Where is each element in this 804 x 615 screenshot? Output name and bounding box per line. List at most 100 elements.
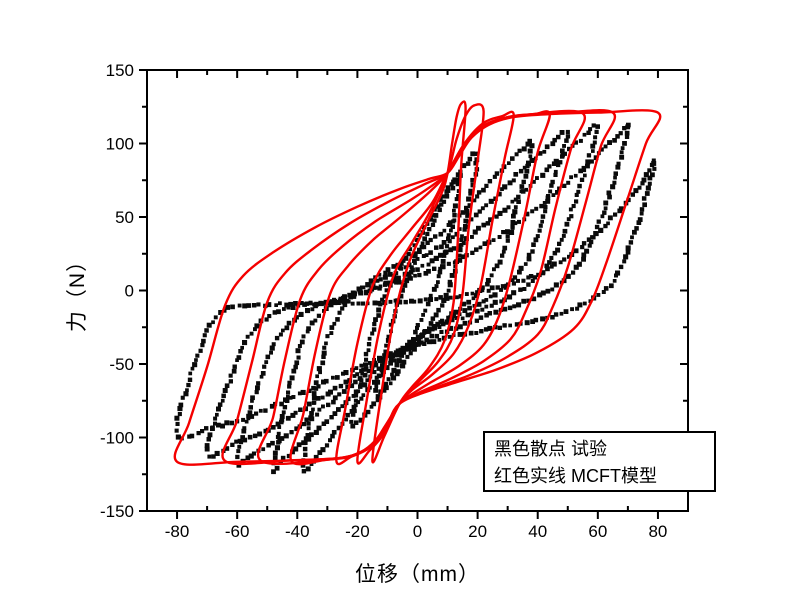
experiment-data-marker — [420, 263, 425, 268]
experiment-data-marker — [390, 372, 394, 377]
experiment-data-marker — [291, 395, 296, 399]
experiment-data-marker — [603, 286, 609, 291]
experiment-data-marker — [214, 450, 220, 456]
experiment-data-marker — [487, 311, 492, 316]
experiment-data-marker — [260, 371, 266, 376]
experiment-data-marker — [521, 278, 526, 283]
experiment-data-marker — [442, 250, 448, 255]
experiment-data-marker — [298, 311, 304, 317]
experiment-data-marker — [403, 277, 409, 282]
experiment-data-marker — [385, 267, 391, 272]
experiment-data-marker — [354, 366, 359, 370]
experiment-data-marker — [349, 409, 355, 414]
experiment-data-marker — [639, 207, 645, 212]
experiment-data-marker — [485, 278, 491, 283]
experiment-data-marker — [521, 179, 526, 185]
experiment-data-marker — [615, 164, 621, 170]
experiment-data-marker — [584, 248, 590, 254]
experiment-data-marker — [382, 294, 387, 299]
experiment-data-marker — [286, 320, 292, 326]
experiment-data-marker — [302, 302, 307, 307]
experiment-data-marker — [615, 134, 620, 139]
experiment-data-marker — [283, 433, 289, 439]
experiment-data-marker — [429, 258, 435, 264]
experiment-data-marker — [384, 343, 389, 348]
experiment-data-marker — [309, 320, 315, 326]
experiment-data-marker — [380, 368, 386, 374]
experiment-data-marker — [298, 407, 303, 412]
experiment-data-marker — [245, 455, 251, 461]
experiment-data-marker — [494, 171, 500, 176]
experiment-data-marker — [620, 146, 625, 150]
y-axis-title: 力（N） — [66, 249, 89, 333]
experiment-data-marker — [497, 191, 502, 197]
experiment-data-marker — [600, 214, 605, 219]
experiment-data-marker — [558, 160, 563, 165]
x-axis-title: 位移（mm） — [355, 563, 480, 586]
experiment-data-marker — [460, 234, 464, 239]
experiment-data-marker — [433, 312, 439, 318]
experiment-data-marker — [364, 291, 369, 296]
experiment-data-marker — [463, 218, 468, 224]
experiment-data-marker — [202, 333, 207, 338]
experiment-data-marker — [281, 328, 285, 333]
experiment-data-marker — [274, 445, 280, 451]
experiment-data-marker — [311, 391, 317, 396]
experiment-data-marker — [612, 138, 617, 143]
experiment-data-marker — [358, 417, 364, 423]
experiment-data-marker — [560, 154, 565, 159]
experiment-data-marker — [449, 228, 453, 233]
experiment-data-marker — [221, 393, 226, 399]
experiment-data-marker — [447, 279, 453, 285]
experiment-data-marker — [359, 368, 364, 374]
experiment-data-marker — [499, 299, 504, 304]
experiment-data-marker — [398, 266, 404, 271]
experiment-data-marker — [246, 416, 251, 421]
experiment-data-marker — [561, 234, 566, 238]
experiment-data-marker — [472, 229, 478, 235]
experiment-data-marker — [594, 224, 600, 230]
experiment-data-marker — [613, 175, 617, 180]
experiment-data-marker — [269, 350, 273, 355]
experiment-data-marker — [502, 207, 508, 213]
experiment-data-marker — [520, 189, 526, 194]
experiment-data-marker — [470, 291, 475, 296]
experiment-data-marker — [539, 203, 544, 209]
experiment-data-marker — [457, 324, 463, 330]
experiment-data-marker — [574, 199, 579, 204]
plot-frame — [146, 69, 689, 512]
experiment-data-marker — [457, 247, 463, 253]
experiment-data-marker — [436, 280, 440, 284]
experiment-data-marker — [253, 327, 257, 332]
experiment-data-marker — [485, 221, 491, 226]
experiment-data-marker — [433, 234, 438, 239]
experiment-data-marker — [423, 308, 428, 313]
experiment-data-marker — [550, 141, 556, 147]
experiment-data-marker — [544, 144, 550, 150]
experiment-data-marker — [560, 148, 565, 154]
experiment-data-marker — [392, 352, 398, 358]
x-tick-label: -80 — [165, 522, 190, 541]
experiment-data-marker — [571, 270, 576, 275]
experiment-data-marker — [579, 177, 585, 182]
y-tick-label: -50 — [109, 355, 134, 374]
experiment-data-marker — [469, 312, 474, 317]
experiment-data-marker — [571, 204, 576, 209]
experiment-data-marker — [581, 252, 587, 258]
mcft-model-loop — [356, 103, 485, 465]
experiment-data-marker — [350, 412, 356, 417]
experiment-data-marker — [309, 411, 314, 416]
experiment-data-marker — [206, 437, 211, 442]
experiment-scatter-series — [174, 122, 657, 475]
experiment-data-marker — [576, 189, 581, 194]
experiment-data-marker — [452, 208, 456, 213]
experiment-data-marker — [299, 301, 304, 306]
experiment-data-marker — [412, 251, 418, 257]
experiment-data-marker — [513, 221, 518, 226]
experiment-data-marker — [272, 310, 278, 315]
experiment-data-marker — [510, 225, 515, 230]
experiment-data-marker — [398, 347, 403, 352]
experiment-data-marker — [413, 329, 418, 335]
experiment-data-marker — [235, 454, 240, 460]
